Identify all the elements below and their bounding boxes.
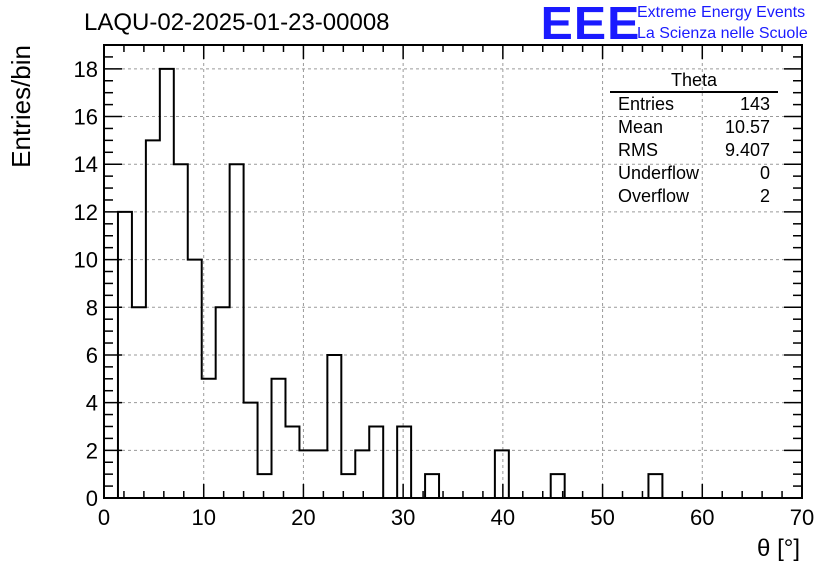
x-tick-label: 0 (98, 505, 110, 530)
x-tick-label: 70 (790, 505, 814, 530)
x-tick-label: 60 (690, 505, 714, 530)
x-tick-label: 10 (191, 505, 215, 530)
y-tick-label: 4 (86, 391, 98, 416)
histogram-bin (146, 140, 160, 498)
histogram-bin (216, 307, 230, 498)
histogram-bin (313, 450, 327, 498)
stats-label: Underflow (618, 163, 700, 183)
x-tick-label: 40 (491, 505, 515, 530)
stats-value: 10.57 (724, 117, 770, 137)
stats-box: Theta Entries 143 Mean 10.57 RMS 9.407 U… (610, 70, 778, 208)
histogram-bin (272, 379, 286, 498)
histogram-bin (495, 450, 509, 498)
stats-row: Overflow 2 (610, 185, 778, 208)
histogram-bin (355, 450, 369, 498)
y-tick-label: 10 (74, 248, 98, 273)
y-tick-label: 12 (74, 200, 98, 225)
histogram-bin (327, 355, 341, 498)
stats-row: Mean 10.57 (610, 116, 778, 139)
x-tick-label: 30 (391, 505, 415, 530)
stats-row: RMS 9.407 (610, 139, 778, 162)
histogram-bin (174, 164, 188, 498)
x-tick-label: 50 (590, 505, 614, 530)
stats-value: 2 (759, 186, 770, 206)
x-tick-label: 20 (291, 505, 315, 530)
histogram-bin (258, 474, 272, 498)
stats-value: 0 (759, 163, 770, 183)
org-name-line1: Extreme Energy Events (637, 4, 806, 21)
y-tick-label: 2 (86, 438, 98, 463)
histogram-bin (230, 164, 244, 498)
x-axis-label: θ [°] (757, 535, 800, 562)
stats-title: Theta (610, 70, 778, 93)
histogram-bin (369, 426, 383, 498)
eee-logo: EEE (540, 0, 641, 49)
y-axis-label: Entries/bin (6, 45, 36, 168)
org-name-line2: La Scienza nelle Scuole (637, 25, 808, 42)
stats-label: Entries (618, 94, 675, 114)
stats-value: 143 (739, 94, 770, 114)
stats-label: RMS (618, 140, 658, 160)
histogram-bin (648, 474, 662, 498)
histogram-bin (188, 260, 202, 498)
stats-value: 9.407 (724, 140, 770, 160)
y-tick-label: 6 (86, 343, 98, 368)
histogram-bin (425, 474, 439, 498)
y-tick-label: 18 (74, 57, 98, 82)
y-tick-label: 16 (74, 105, 98, 130)
stats-row: Entries 143 (610, 93, 778, 116)
stats-label: Overflow (618, 186, 690, 206)
chart-title: LAQU-02-2025-01-23-00008 (84, 9, 390, 36)
stats-label: Mean (618, 117, 664, 137)
histogram-bin (202, 379, 216, 498)
histogram-bin (299, 450, 313, 498)
stats-row: Underflow 0 (610, 162, 778, 185)
y-tick-label: 0 (86, 486, 98, 511)
histogram-bin (160, 69, 174, 498)
axis-ticks (103, 44, 803, 499)
y-tick-label: 14 (74, 152, 98, 177)
histogram-bin (285, 426, 299, 498)
y-tick-label: 8 (86, 295, 98, 320)
histogram-bin (397, 426, 411, 498)
